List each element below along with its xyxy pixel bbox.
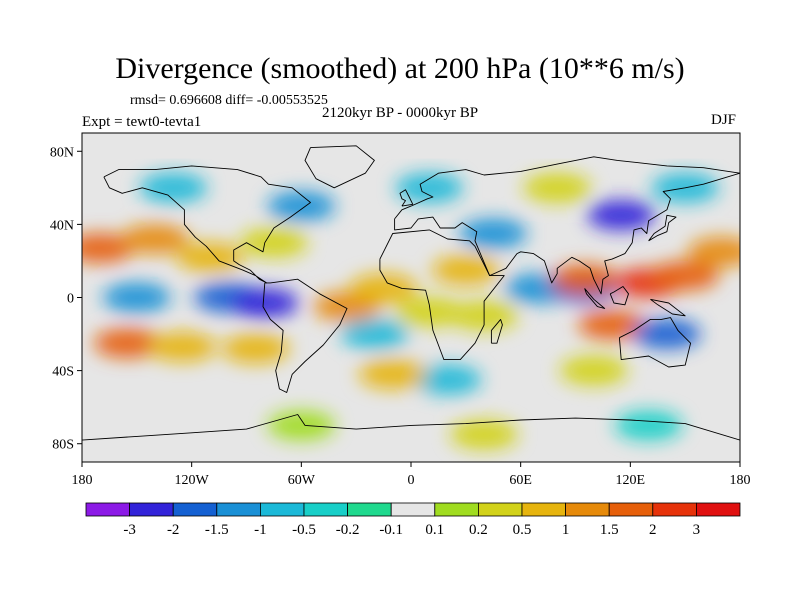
experiment-label: Expt = tewt0-tevta1 (82, 114, 202, 130)
colorbar-swatch (565, 502, 610, 517)
coastline-australia (618, 317, 692, 368)
field-anomaly-3 (239, 227, 308, 258)
field-anomaly-4 (102, 282, 171, 313)
coastline-japan (648, 214, 677, 242)
coastline-north-america (103, 165, 311, 284)
colorbar-label: 0.2 (469, 522, 488, 538)
colorbar-label: 1.5 (600, 522, 619, 538)
coastline-eurasia (394, 156, 740, 295)
field-anomaly-15 (459, 218, 528, 249)
season-label: DJF (711, 112, 737, 128)
field-anomaly-33 (358, 359, 427, 390)
colorbar-swatch (477, 502, 523, 517)
colorbar-swatch (696, 502, 741, 517)
lon-tick-label: 120W (175, 473, 210, 488)
colorbar-swatch (434, 502, 479, 517)
colorbar-swatch (347, 502, 392, 517)
colorbar-label: 0.5 (513, 522, 532, 538)
colorbar: -3 -2 -1.5 -1 -0.5 -0.2 -0.1 0.1 0.2 0.5 1 1.5 2 3 (85, 502, 741, 538)
colorbar-label: 1 (562, 522, 570, 538)
colorbar-label: -0.5 (292, 522, 316, 538)
period-label: 2120kyr BP - 0000kyr BP (322, 105, 479, 121)
colorbar-swatch (85, 502, 130, 517)
colorbar-label: -1 (254, 522, 267, 538)
lon-tick-label: 180 (730, 473, 751, 488)
colorbar-label: 2 (649, 522, 657, 538)
field-anomaly-25 (687, 236, 740, 267)
lat-tick-label: 0 (67, 292, 74, 307)
coastline-antarctica (82, 414, 740, 441)
coastline-africa (379, 229, 505, 361)
lon-tick-label: 60E (509, 473, 532, 488)
field-anomaly-35 (614, 410, 683, 441)
field-anomaly-2 (175, 242, 244, 273)
field-anomaly-9 (221, 333, 290, 364)
field-anomaly-26 (267, 191, 336, 222)
colorbar-swatch (259, 502, 305, 517)
lon-axis: 180 120W 60W 0 60E 120E 180 (72, 462, 751, 488)
field-anomaly-31 (413, 364, 482, 395)
coastline-south-america (262, 278, 348, 393)
colorbar-label: 3 (693, 522, 701, 538)
coastline-new-guinea (650, 298, 686, 317)
lon-tick-label: 60W (288, 473, 316, 488)
stats-label: rmsd= 0.696608 diff= -0.00553525 (130, 93, 328, 108)
field-anomaly-7 (93, 328, 162, 359)
lon-tick-label: 180 (72, 473, 93, 488)
lat-tick-label: 80N (50, 145, 74, 160)
colorbar-swatch (129, 502, 174, 517)
colorbar-swatch (521, 502, 566, 517)
field-anomaly-8 (148, 331, 217, 362)
coastline-uk (399, 189, 414, 207)
field-anomaly-11 (349, 273, 418, 304)
colorbar-swatch (303, 502, 348, 517)
field-anomaly-28 (395, 172, 464, 203)
coastline-madagascar (490, 318, 503, 344)
figure-title: Divergence (smoothed) at 200 hPa (10**6 … (115, 52, 685, 85)
field-anomaly-27 (139, 172, 208, 203)
field-anomaly-14 (431, 255, 500, 286)
field-anomaly-13 (395, 297, 464, 328)
field-anomaly-24 (632, 319, 701, 350)
field-anomaly-6 (230, 287, 299, 318)
field-anomaly-19 (587, 200, 656, 231)
colorbar-label: 0.1 (425, 522, 444, 538)
colorbar-swatch (390, 502, 436, 517)
colorbar-label: -0.1 (379, 522, 403, 538)
field-anomaly-36 (450, 419, 519, 450)
colorbar-label: -3 (123, 522, 136, 538)
field-anomaly-32 (559, 355, 628, 386)
coastline-greenland (304, 145, 375, 189)
field-anomaly-34 (267, 410, 336, 441)
colorbar-label: -1.5 (205, 522, 229, 538)
field-anomaly-0 (82, 233, 135, 264)
lon-tick-label: 0 (408, 473, 415, 488)
colorbar-swatch (608, 502, 654, 517)
lon-tick-label: 120E (616, 473, 646, 488)
lat-tick-label: 80S (52, 438, 74, 453)
colorbar-swatch (216, 502, 261, 517)
coastlines (82, 145, 740, 441)
lat-tick-label: 40S (52, 365, 74, 380)
colorbar-swatch (652, 502, 697, 517)
field-anomaly-22 (651, 260, 720, 291)
colorbar-label: -0.2 (336, 522, 360, 538)
lat-axis: 80N 40N 0 40S 80S (50, 145, 82, 453)
coastline-borneo (609, 286, 629, 306)
field-anomaly-1 (121, 224, 190, 255)
colorbar-swatch (172, 502, 218, 517)
lat-tick-label: 40N (50, 218, 74, 233)
colorbar-label: -2 (167, 522, 180, 538)
field-anomaly-12 (340, 319, 409, 350)
coastline-sumatra (584, 288, 606, 309)
field-anomaly-29 (523, 172, 592, 203)
